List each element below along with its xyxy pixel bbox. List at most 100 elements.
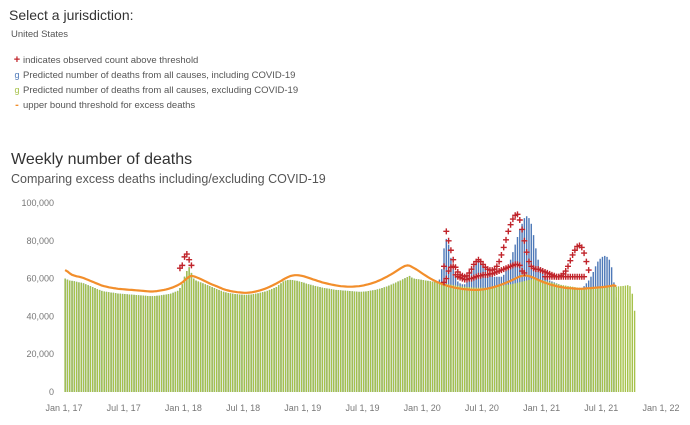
bar-excluding-covid bbox=[236, 294, 239, 392]
bar-excluding-covid bbox=[509, 284, 512, 392]
observed-marker bbox=[523, 249, 530, 256]
bar-excluding-covid bbox=[461, 286, 464, 392]
bar-excluding-covid bbox=[135, 295, 138, 392]
bar-excluding-covid bbox=[75, 281, 78, 392]
bar-excluding-covid bbox=[546, 281, 549, 392]
bar-excluding-covid bbox=[620, 286, 622, 392]
bar-excluding-covid bbox=[234, 294, 236, 392]
bar-excluding-covid bbox=[535, 278, 537, 392]
bar-excluding-covid bbox=[142, 295, 144, 392]
bar-excluding-covid bbox=[379, 288, 381, 392]
bar-excluding-covid bbox=[500, 285, 503, 392]
bar-excluding-covid bbox=[466, 286, 468, 392]
bar-excluding-covid bbox=[91, 287, 94, 392]
bar-excluding-covid bbox=[376, 289, 379, 392]
bar-excluding-covid bbox=[165, 294, 167, 392]
jurisdiction-title: Select a jurisdiction: bbox=[9, 7, 134, 23]
bar-excluding-covid bbox=[121, 293, 124, 392]
bar-excluding-covid bbox=[468, 287, 470, 392]
x-tick-label: Jul 1, 18 bbox=[226, 403, 260, 413]
bar-excluding-covid bbox=[486, 287, 489, 392]
bar-excluding-covid bbox=[610, 286, 613, 392]
bar-excluding-covid bbox=[140, 295, 142, 392]
jurisdiction-select[interactable]: United States bbox=[11, 29, 69, 40]
bar-excluding-covid bbox=[592, 288, 594, 392]
bar-excluding-covid bbox=[119, 293, 121, 392]
bar-excluding-covid bbox=[114, 293, 117, 392]
bar-excluding-covid bbox=[344, 290, 346, 392]
bar-excluding-covid bbox=[615, 286, 617, 392]
bar-excluding-covid bbox=[193, 278, 195, 392]
observed-marker bbox=[503, 236, 510, 243]
observed-marker bbox=[450, 263, 457, 270]
bar-excluding-covid bbox=[459, 286, 461, 392]
bar-excluding-covid bbox=[528, 279, 530, 392]
bar-excluding-covid bbox=[346, 290, 349, 392]
bar-excluding-covid bbox=[356, 291, 358, 392]
bar-excluding-covid bbox=[532, 278, 535, 392]
bar-excluding-covid bbox=[174, 291, 177, 392]
y-tick-label: 40,000 bbox=[26, 311, 54, 321]
bar-excluding-covid bbox=[126, 294, 128, 392]
bar-excluding-covid bbox=[105, 291, 108, 392]
bar-excluding-covid bbox=[544, 280, 546, 392]
bar-excluding-covid bbox=[597, 288, 599, 392]
bar-excluding-covid bbox=[312, 285, 314, 392]
legend-item-threshold: - upper bound threshold for excess death… bbox=[11, 98, 298, 113]
observed-marker bbox=[581, 273, 588, 280]
bar-excluding-covid bbox=[385, 286, 388, 392]
bar-excluding-covid bbox=[337, 290, 340, 392]
bar-excluding-covid bbox=[103, 291, 105, 392]
bar-excluding-covid bbox=[163, 294, 165, 392]
legend: + indicates observed count above thresho… bbox=[11, 53, 298, 113]
bar-excluding-covid bbox=[73, 281, 76, 392]
bar-excluding-covid bbox=[310, 284, 312, 392]
bar-excluding-covid bbox=[66, 279, 69, 392]
bar-excluding-covid bbox=[530, 279, 532, 392]
bar-excluding-covid bbox=[172, 292, 174, 392]
bar-excluding-covid bbox=[333, 289, 335, 392]
observed-marker bbox=[466, 269, 473, 276]
bar-excluding-covid bbox=[89, 286, 92, 392]
bar-excluding-covid bbox=[271, 288, 273, 392]
bar-excluding-covid bbox=[590, 288, 592, 392]
bar-excluding-covid bbox=[613, 286, 615, 392]
bar-excluding-covid bbox=[87, 285, 89, 392]
bar-excluding-covid bbox=[183, 276, 186, 392]
observed-marker bbox=[445, 237, 452, 244]
bar-excluding-covid bbox=[482, 287, 484, 392]
bar-excluding-covid bbox=[392, 283, 395, 392]
bar-excluding-covid bbox=[491, 287, 493, 392]
bar-excluding-covid bbox=[360, 291, 363, 392]
bar-excluding-covid bbox=[424, 280, 427, 392]
bar-excluding-covid bbox=[314, 285, 317, 392]
bar-excluding-covid bbox=[280, 283, 282, 392]
bar-excluding-covid bbox=[326, 288, 328, 392]
bar-excluding-covid bbox=[275, 287, 278, 392]
observed-marker bbox=[507, 221, 514, 228]
bar-excluding-covid bbox=[307, 284, 310, 392]
bar-excluding-covid bbox=[496, 286, 498, 392]
observed-marker bbox=[496, 258, 503, 265]
bar-excluding-covid bbox=[291, 280, 294, 392]
observed-marker bbox=[519, 226, 526, 233]
bar-excluding-covid bbox=[470, 287, 473, 392]
bar-excluding-covid bbox=[542, 280, 544, 392]
bar-excluding-covid bbox=[477, 287, 480, 392]
bar-excluding-covid bbox=[197, 281, 200, 392]
bar-excluding-covid bbox=[553, 283, 555, 392]
observed-marker bbox=[441, 279, 448, 286]
bar-excluding-covid bbox=[507, 284, 510, 392]
bar-excluding-covid bbox=[558, 284, 560, 392]
bar-excluding-covid bbox=[585, 288, 588, 392]
observed-marker bbox=[569, 251, 576, 258]
bar-excluding-covid bbox=[564, 285, 567, 392]
bar-excluding-covid bbox=[294, 280, 296, 392]
bar-excluding-covid bbox=[551, 282, 553, 392]
bar-excluding-covid bbox=[427, 280, 429, 392]
bar-excluding-covid bbox=[229, 293, 232, 392]
bar-excluding-covid bbox=[158, 295, 161, 392]
bar-excluding-covid bbox=[117, 293, 119, 392]
bar-excluding-covid bbox=[202, 283, 204, 392]
bar-excluding-covid bbox=[259, 292, 262, 392]
